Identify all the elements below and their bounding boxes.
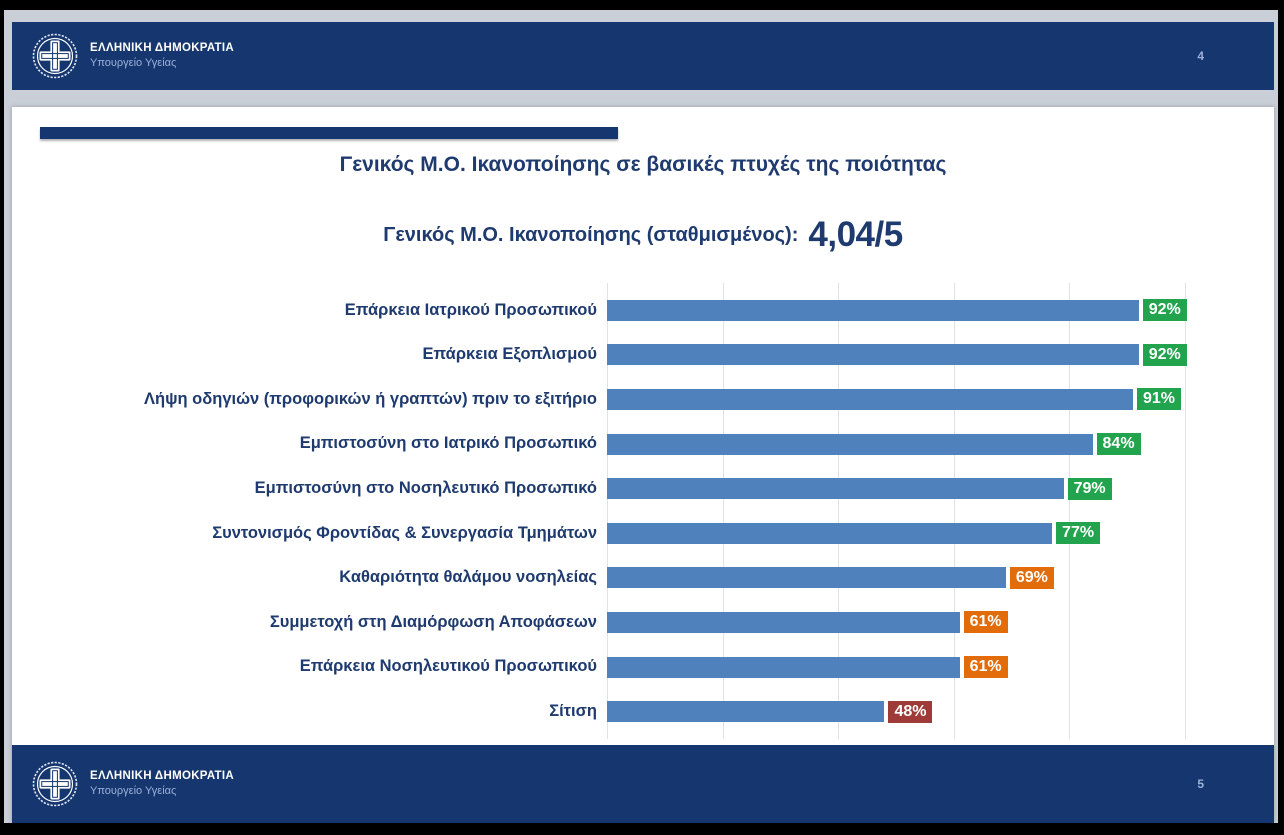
bar [607, 567, 1006, 589]
category-label: Επάρκεια Ιατρικού Προσωπικού [344, 300, 597, 319]
chart-row: Συντονισμός Φροντίδας & Συνεργασία Τμημά… [40, 511, 1255, 556]
bar-track: 84% [607, 422, 1185, 467]
chart-rows: Επάρκεια Ιατρικού Προσωπικού 92% Επάρκει… [40, 288, 1255, 734]
bar-track: 69% [607, 556, 1185, 601]
chart-row: Επάρκεια Ιατρικού Προσωπικού 92% [40, 288, 1255, 333]
value-badge: 77% [1056, 522, 1101, 545]
slide: Γενικός Μ.Ο. Ικανοποίησης σε βασικές πτυ… [12, 107, 1274, 823]
chart-row: Επάρκεια Εξοπλισμού 92% [40, 333, 1255, 378]
gridline-40pct [838, 283, 840, 739]
value-badge: 92% [1142, 343, 1187, 366]
bar [607, 344, 1139, 366]
org-name: ΕΛΛΗΝΙΚΗ ΔΗΜΟΚΡΑΤΙΑ [90, 41, 234, 54]
previous-slide-footer-band: ΕΛΛΗΝΙΚΗ ΔΗΜΟΚΡΑΤΙΑ Υπουργείο Υγείας 4 [12, 22, 1274, 90]
category-label: Εμπιστοσύνη στο Νοσηλευτικό Προσωπικό [254, 479, 597, 498]
value-badge: 61% [963, 656, 1008, 679]
bar [607, 478, 1064, 500]
page-number-bottom: 5 [1197, 777, 1204, 791]
greek-republic-emblem-icon [32, 33, 78, 79]
ministry-branding: ΕΛΛΗΝΙΚΗ ΔΗΜΟΚΡΑΤΙΑ Υπουργείο Υγείας [12, 33, 234, 79]
bar [607, 522, 1053, 544]
org-department: Υπουργείο Υγείας [90, 785, 177, 798]
slide-title: Γενικός Μ.Ο. Ικανοποίησης σε βασικές πτυ… [339, 153, 947, 176]
bar-track: 77% [607, 511, 1185, 556]
category-label: Καθαριότητα θαλάμου νοσηλείας [339, 568, 597, 587]
gridline-80pct [1069, 283, 1071, 739]
bar [607, 433, 1093, 455]
value-badge: 48% [888, 700, 933, 723]
org-department: Υπουργείο Υγείας [90, 57, 177, 70]
chart-row: Επάρκεια Νοσηλευτικού Προσωπικού 61% [40, 645, 1255, 690]
category-label: Σίτιση [549, 701, 597, 720]
category-label: Λήψη οδηγιών (προφορικών ή γραπτών) πριν… [144, 389, 597, 408]
slide-footer-band: ΕΛΛΗΝΙΚΗ ΔΗΜΟΚΡΑΤΙΑ Υπουργείο Υγείας 5 [12, 745, 1274, 823]
bar [607, 701, 885, 723]
ministry-branding: ΕΛΛΗΝΙΚΗ ΔΗΜΟΚΡΑΤΙΑ Υπουργείο Υγείας [12, 761, 234, 807]
chart-row: Συμμετοχή στη Διαμόρφωση Αποφάσεων 61% [40, 600, 1255, 645]
value-badge: 61% [963, 611, 1008, 634]
bar-track: 91% [607, 377, 1185, 422]
bar-track: 61% [607, 645, 1185, 690]
weighted-average-line: Γενικός Μ.Ο. Ικανοποίησης (σταθμισμένος)… [12, 211, 1274, 259]
value-badge: 84% [1096, 433, 1141, 456]
chart-gridlines [607, 283, 1186, 739]
value-badge: 79% [1067, 477, 1112, 500]
satisfaction-bar-chart: Επάρκεια Ιατρικού Προσωπικού 92% Επάρκει… [40, 283, 1255, 739]
gridline-100pct [1185, 283, 1186, 739]
greek-republic-emblem-icon [32, 761, 78, 807]
category-label: Εμπιστοσύνη στο Ιατρικό Προσωπικό [299, 434, 597, 453]
category-label: Συμμετοχή στη Διαμόρφωση Αποφάσεων [269, 612, 597, 631]
category-label: Επάρκεια Εξοπλισμού [422, 345, 598, 364]
gridline-20pct [722, 283, 724, 739]
bar-track: 61% [607, 600, 1185, 645]
bar [607, 611, 960, 633]
chart-row: Λήψη οδηγιών (προφορικών ή γραπτών) πριν… [40, 377, 1255, 422]
bar [607, 299, 1139, 321]
bar-track: 92% [607, 333, 1187, 378]
bar-track: 79% [607, 466, 1185, 511]
gridline-60pct [953, 283, 955, 739]
bar-track: 92% [607, 288, 1187, 333]
chart-row: Καθαριότητα θαλάμου νοσηλείας 69% [40, 556, 1255, 601]
value-badge: 91% [1136, 388, 1181, 411]
chart-row: Εμπιστοσύνη στο Νοσηλευτικό Προσωπικό 79… [40, 466, 1255, 511]
bar [607, 388, 1133, 410]
org-name: ΕΛΛΗΝΙΚΗ ΔΗΜΟΚΡΑΤΙΑ [90, 769, 234, 782]
weighted-average-label: Γενικός Μ.Ο. Ικανοποίησης (σταθμισμένος)… [383, 223, 799, 246]
bar [607, 656, 960, 678]
decorative-title-bar [40, 127, 618, 139]
value-badge: 92% [1142, 299, 1187, 322]
chart-row: Εμπιστοσύνη στο Ιατρικό Προσωπικό 84% [40, 422, 1255, 467]
weighted-average-value: 4,04/5 [808, 215, 903, 254]
chart-row: Σίτιση 48% [40, 689, 1255, 734]
category-label: Επάρκεια Νοσηλευτικού Προσωπικού [299, 657, 597, 676]
gridline-0pct [607, 283, 608, 739]
category-label: Συντονισμός Φροντίδας & Συνεργασία Τμημά… [212, 523, 597, 542]
bar-track: 48% [607, 689, 1185, 734]
value-badge: 69% [1009, 566, 1054, 589]
page-number-top: 4 [1197, 49, 1204, 63]
